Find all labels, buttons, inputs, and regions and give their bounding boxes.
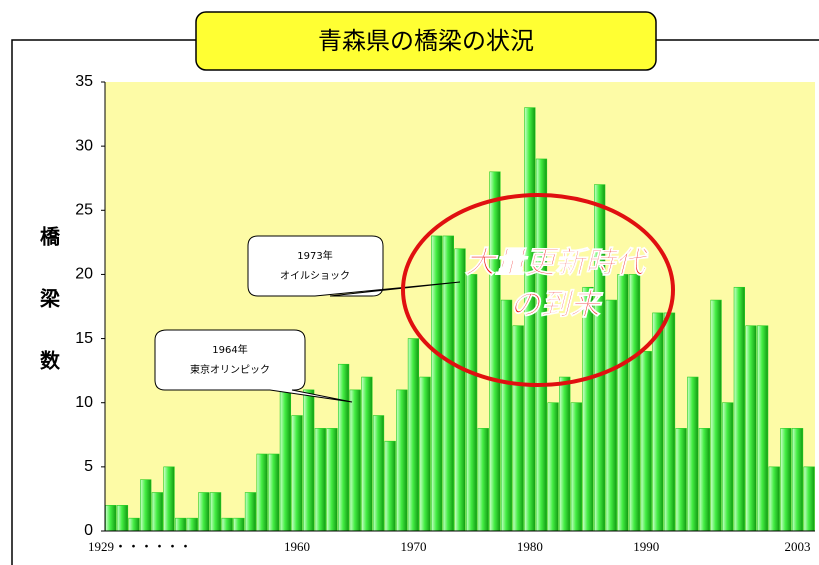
bar — [442, 235, 454, 532]
x-tick-label: 1980 — [517, 539, 543, 554]
bar — [431, 235, 443, 532]
y-tick-label: 30 — [75, 137, 93, 154]
bar — [151, 492, 163, 532]
bar — [279, 389, 292, 532]
bar — [303, 389, 315, 532]
bar — [326, 428, 338, 532]
bar — [663, 312, 676, 532]
bar — [640, 351, 652, 532]
bar — [396, 389, 408, 532]
y-axis-title: 橋梁数 — [37, 225, 61, 412]
callout-text: オイルショック — [280, 270, 350, 282]
bar — [803, 466, 815, 532]
callout — [247, 235, 461, 297]
bar — [244, 492, 257, 532]
bar — [175, 517, 187, 532]
frame — [11, 39, 819, 565]
y-tick-label: 20 — [75, 266, 93, 283]
title-box — [195, 11, 657, 71]
bar — [733, 286, 745, 532]
bar — [780, 428, 792, 532]
bar — [221, 517, 233, 532]
bar — [337, 363, 350, 532]
bar — [570, 402, 583, 532]
bar — [256, 453, 268, 532]
chart-title: 青森県の橋梁の状況 — [318, 27, 534, 55]
callout-text: 1973年 — [297, 249, 332, 262]
callout-text: 1964年 — [212, 343, 247, 356]
y-tick-label: 5 — [84, 458, 93, 475]
y-tick-label: 0 — [84, 522, 93, 539]
annotation: の到来 — [510, 288, 604, 323]
bar — [128, 517, 140, 532]
bar — [722, 402, 734, 532]
bar — [349, 389, 361, 532]
bar — [268, 453, 280, 532]
callout — [154, 329, 353, 403]
x-tick-label: 1960 — [284, 539, 310, 554]
bar — [710, 299, 722, 532]
x-tick-label: 1990 — [633, 539, 659, 554]
annotation: 大量更新時代 — [465, 246, 649, 281]
bar — [605, 299, 617, 532]
highlight-ellipse — [401, 193, 675, 387]
bar — [361, 376, 373, 532]
bar — [617, 274, 629, 532]
bar — [535, 158, 548, 532]
bar — [687, 376, 699, 532]
bar — [628, 274, 641, 532]
bar — [116, 505, 129, 532]
bar — [233, 517, 245, 532]
callout-text: 東京オリンピック — [190, 363, 270, 376]
x-tick-label: 1970 — [400, 539, 426, 554]
bar — [757, 325, 769, 532]
bar — [291, 415, 303, 532]
bar — [512, 325, 524, 532]
bar — [594, 184, 606, 532]
bar — [419, 376, 431, 532]
bar — [454, 248, 466, 532]
bar — [209, 492, 222, 532]
bar — [384, 440, 396, 532]
bar — [652, 312, 664, 532]
bar — [768, 466, 780, 532]
bar — [477, 428, 489, 532]
bar — [489, 171, 501, 532]
bar — [745, 325, 757, 532]
bar — [186, 517, 198, 532]
x-tick-label: 2003 — [785, 539, 811, 554]
bar — [163, 466, 175, 532]
y-tick-label: 15 — [75, 330, 93, 347]
y-tick-label: 25 — [75, 202, 93, 219]
bar — [582, 286, 594, 532]
y-tick-label: 35 — [75, 73, 93, 90]
bar — [140, 479, 152, 532]
bar — [198, 492, 210, 532]
bar — [791, 428, 804, 532]
bar — [372, 415, 385, 532]
bar — [407, 338, 420, 532]
bar — [547, 402, 559, 532]
bar — [559, 376, 571, 532]
bar — [466, 274, 478, 532]
bar — [500, 299, 513, 532]
bar — [105, 505, 117, 532]
bar — [698, 428, 711, 532]
bar — [675, 428, 687, 532]
bar — [314, 428, 326, 532]
y-tick-label: 10 — [75, 394, 93, 411]
x-tick-label: 1929・・・・・・ — [88, 539, 192, 554]
